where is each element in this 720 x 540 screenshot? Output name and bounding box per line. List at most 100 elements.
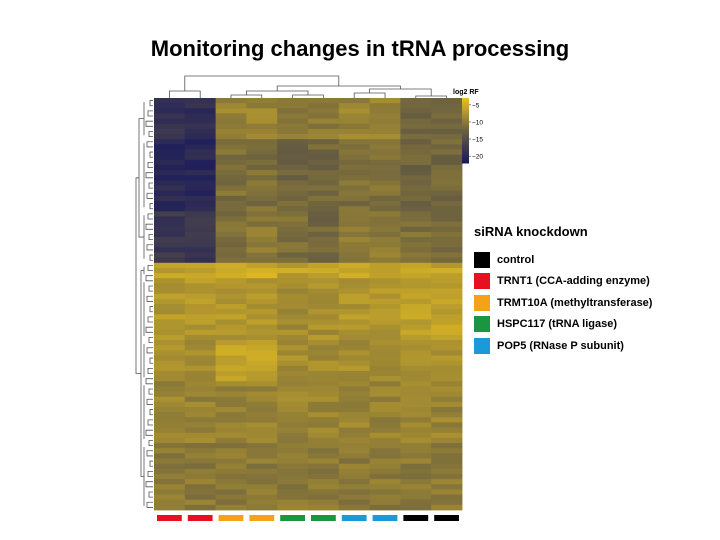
dendro-branch: [147, 110, 153, 117]
heatmap-cell: [369, 468, 401, 475]
heatmap-cell: [400, 355, 432, 362]
heatmap-cell: [400, 195, 432, 202]
colorbar-segment: [462, 148, 469, 151]
group-color-bar: [372, 515, 398, 521]
heatmap-cell: [246, 221, 278, 228]
heatmap-cell: [246, 226, 278, 233]
dendro-branch: [415, 95, 448, 98]
heatmap-cell: [154, 262, 186, 269]
heatmap-cell: [154, 185, 186, 192]
heatmap-cell: [215, 355, 247, 362]
colorbar-segment: [462, 125, 469, 128]
heatmap-cell: [246, 437, 278, 444]
heatmap-cell: [277, 123, 309, 130]
heatmap-cell: [184, 267, 216, 274]
heatmap-cell: [369, 201, 401, 207]
heatmap-cell: [246, 365, 278, 372]
heatmap-cell: [308, 345, 340, 351]
heatmap-cell: [154, 170, 186, 176]
heatmap-cell: [400, 118, 432, 125]
heatmap-cell: [400, 154, 432, 161]
heatmap-cell: [338, 267, 370, 274]
heatmap-cell: [338, 293, 370, 300]
heatmap-cell: [184, 427, 216, 434]
heatmap-cell: [184, 340, 216, 346]
heatmap-cell: [184, 98, 216, 104]
heatmap-cell: [154, 350, 186, 356]
colorbar-segment: [462, 117, 469, 120]
heatmap-cell: [369, 443, 401, 449]
heatmap-cell: [277, 309, 309, 315]
heatmap-cell: [154, 432, 186, 439]
heatmap-cell: [431, 437, 463, 444]
heatmap-cell: [246, 123, 278, 130]
heatmap-cell: [215, 103, 247, 109]
heatmap-cell: [154, 376, 186, 382]
heatmap-cell: [308, 252, 340, 259]
heatmap-cell: [369, 334, 401, 341]
heatmap-cell: [277, 226, 309, 233]
heatmap-cell: [338, 314, 370, 320]
dendro-branch: [146, 244, 153, 251]
heatmap-cell: [369, 144, 401, 150]
heatmap-cell: [215, 134, 247, 140]
heatmap-cell: [215, 154, 247, 161]
heatmap-cell: [184, 221, 216, 228]
heatmap-cell: [154, 381, 186, 387]
heatmap-cell: [184, 412, 216, 418]
heatmap-cell: [215, 247, 247, 253]
heatmap-cell: [400, 293, 432, 300]
heatmap-cell: [246, 350, 278, 356]
heatmap-cell: [400, 252, 432, 259]
heatmap-cell: [215, 159, 247, 166]
heatmap-cell: [338, 484, 370, 490]
colorbar-segment: [462, 156, 469, 159]
heatmap-cell: [400, 98, 432, 104]
heatmap-cell: [184, 453, 216, 459]
colorbar-segment: [462, 137, 469, 140]
heatmap-cell: [184, 262, 216, 269]
heatmap-cell: [246, 98, 278, 104]
colorbar-segment: [462, 146, 469, 149]
heatmap-cell: [369, 206, 401, 212]
heatmap-cell: [338, 185, 370, 192]
heatmap-cell: [215, 267, 247, 274]
heatmap-cell: [246, 267, 278, 274]
heatmap-cell: [338, 123, 370, 130]
heatmap-cell: [184, 211, 216, 217]
heatmap-cell: [184, 443, 216, 449]
heatmap-cell: [338, 180, 370, 186]
heatmap-cell: [400, 144, 432, 150]
heatmap-cell: [338, 329, 370, 336]
heatmap-cell: [308, 144, 340, 150]
heatmap-cell: [184, 432, 216, 439]
dendro-branch: [145, 326, 153, 333]
heatmap-cell: [154, 267, 186, 274]
heatmap-cell: [431, 206, 463, 212]
heatmap-cell: [400, 175, 432, 181]
heatmap-cell: [277, 252, 309, 259]
heatmap-cell: [369, 427, 401, 434]
heatmap-cell: [246, 412, 278, 418]
heatmap-cell: [184, 468, 216, 475]
colorbar-segment: [462, 124, 469, 127]
heatmap-cell: [400, 231, 432, 238]
heatmap-cell: [338, 237, 370, 243]
heatmap-cell: [400, 226, 432, 233]
heatmap-cell: [246, 427, 278, 434]
heatmap-cell: [184, 463, 216, 470]
heatmap-cell: [154, 195, 186, 202]
heatmap-cell: [431, 247, 463, 253]
heatmap-cell: [308, 267, 340, 274]
heatmap-cell: [215, 113, 247, 119]
heatmap-cell: [246, 432, 278, 439]
dendro-branch: [149, 357, 153, 364]
group-color-bar: [341, 515, 367, 521]
heatmap-cell: [154, 437, 186, 444]
heatmap-cell: [246, 319, 278, 325]
heatmap-cell: [400, 180, 432, 186]
heatmap-cell: [400, 386, 432, 392]
heatmap-cell: [277, 381, 309, 387]
heatmap-cell: [400, 298, 432, 305]
heatmap-cell: [308, 164, 340, 171]
